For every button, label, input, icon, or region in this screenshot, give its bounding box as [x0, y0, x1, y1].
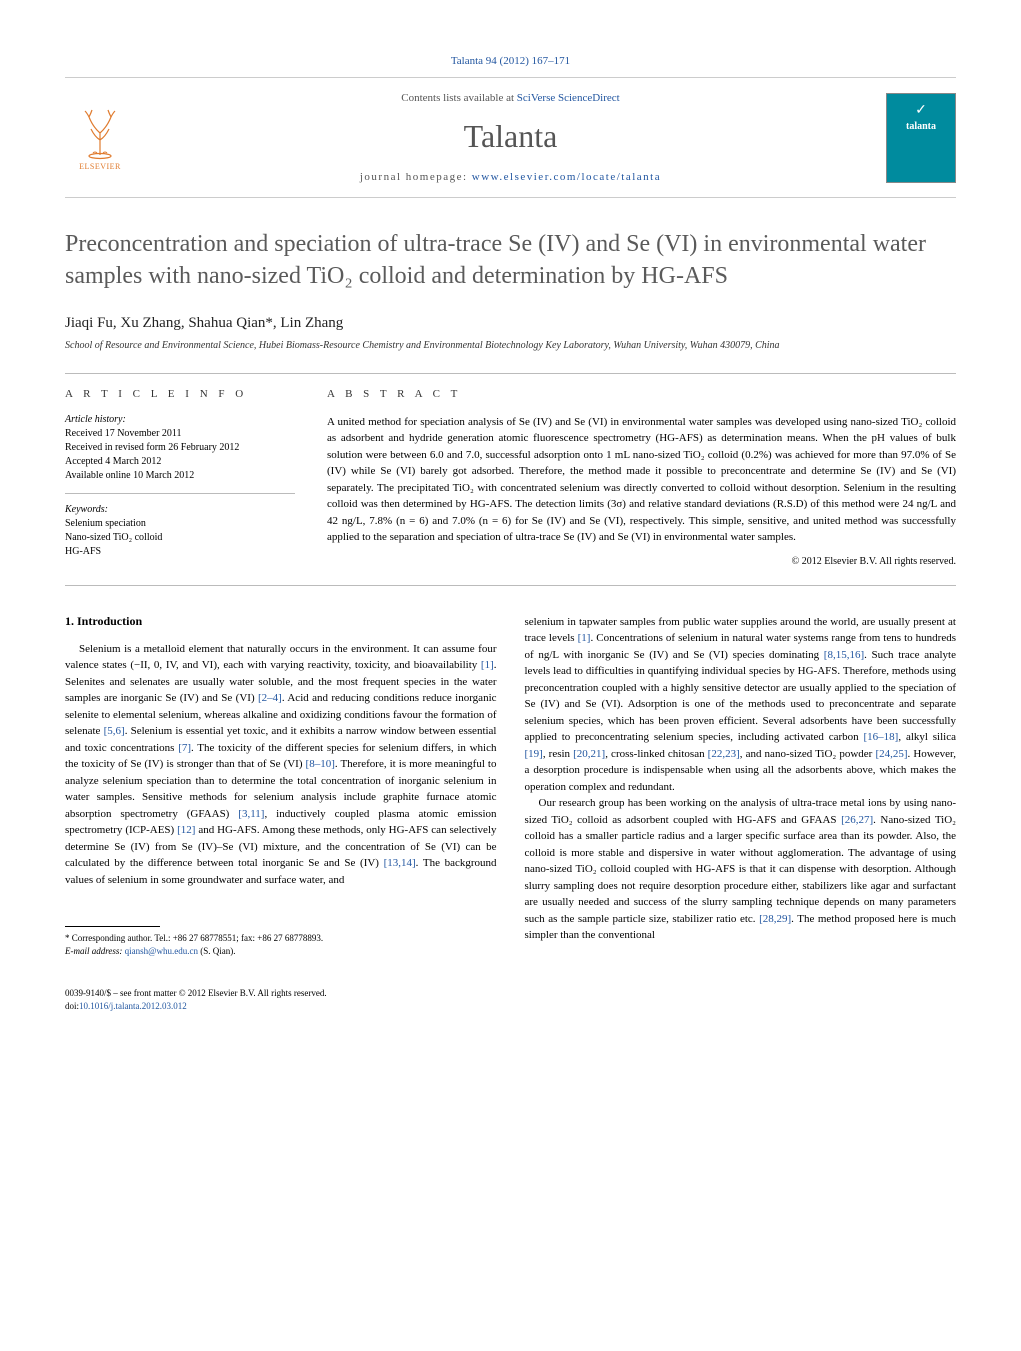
- footer-copyright-line: 0039-9140/$ – see front matter © 2012 El…: [65, 987, 956, 1000]
- elsevier-label: ELSEVIER: [79, 162, 121, 171]
- citation-link[interactable]: [28,29]: [759, 913, 791, 925]
- text-run: , cross-linked chitosan: [605, 748, 707, 760]
- history-label: Article history:: [65, 414, 295, 425]
- info-abstract-section: A R T I C L E I N F O Article history: R…: [65, 373, 956, 586]
- journal-reference: Talanta 94 (2012) 167–171: [65, 55, 956, 67]
- checkmark-icon: ✓: [915, 102, 927, 119]
- history-received: Received 17 November 2011: [65, 427, 295, 441]
- author-affiliation: School of Resource and Environmental Sci…: [65, 340, 956, 351]
- journal-header-center: Contents lists available at SciVerse Sci…: [135, 92, 886, 183]
- footnote-email-line: E-mail address: qiansh@whu.edu.cn (S. Qi…: [65, 945, 497, 958]
- body-columns: 1. Introduction Selenium is a metalloid …: [65, 614, 956, 958]
- keyword-item: Nano-sized TiO₂ colloid: [65, 531, 295, 545]
- abstract-text: A united method for speciation analysis …: [327, 414, 956, 546]
- text-run: , alkyl silica: [898, 731, 956, 743]
- citation-link[interactable]: [1]: [578, 632, 591, 644]
- elsevier-logo: ELSEVIER: [65, 98, 135, 178]
- keywords-block: Keywords: Selenium speciation Nano-sized…: [65, 504, 295, 559]
- history-revised: Received in revised form 26 February 201…: [65, 441, 295, 455]
- homepage-prefix: journal homepage:: [360, 171, 472, 183]
- journal-homepage-link[interactable]: www.elsevier.com/locate/talanta: [472, 171, 661, 183]
- citation-link[interactable]: [8,15,16]: [824, 649, 864, 661]
- cover-title-text: talanta: [906, 121, 936, 132]
- keywords-label: Keywords:: [65, 504, 295, 515]
- journal-header-box: ELSEVIER Contents lists available at Sci…: [65, 77, 956, 198]
- doi-link[interactable]: 10.1016/j.talanta.2012.03.012: [79, 1001, 187, 1011]
- journal-cover-thumbnail: ✓ talanta: [886, 93, 956, 183]
- keyword-item: Selenium speciation: [65, 517, 295, 531]
- abstract-copyright: © 2012 Elsevier B.V. All rights reserved…: [327, 556, 956, 567]
- article-info-column: A R T I C L E I N F O Article history: R…: [65, 388, 295, 567]
- email-suffix: (S. Qian).: [198, 946, 236, 956]
- citation-link[interactable]: [1]: [481, 659, 494, 671]
- page-container: Talanta 94 (2012) 167–171 ELSEVIER Conte…: [0, 0, 1021, 1053]
- footnote-separator: [65, 926, 160, 927]
- text-run: . Such trace analyte levels lead to diff…: [525, 649, 957, 744]
- corresponding-author-footnote: * Corresponding author. Tel.: +86 27 687…: [65, 932, 497, 957]
- citation-link[interactable]: [20,21]: [573, 748, 605, 760]
- citation-link[interactable]: [26,27]: [841, 814, 873, 826]
- elsevier-tree-icon: [75, 105, 125, 160]
- journal-homepage-line: journal homepage: www.elsevier.com/locat…: [135, 171, 886, 183]
- author-list: Jiaqi Fu, Xu Zhang, Shahua Qian*, Lin Zh…: [65, 315, 956, 332]
- doi-label: doi:: [65, 1001, 79, 1011]
- contents-available-line: Contents lists available at SciVerse Sci…: [135, 92, 886, 104]
- history-online: Available online 10 March 2012: [65, 469, 295, 483]
- body-column-right: selenium in tapwater samples from public…: [525, 614, 957, 958]
- citation-link[interactable]: [16–18]: [864, 731, 899, 743]
- corresponding-email-link[interactable]: qiansh@whu.edu.cn: [125, 946, 198, 956]
- citation-link[interactable]: [3,11]: [238, 808, 264, 820]
- page-footer: 0039-9140/$ – see front matter © 2012 El…: [65, 987, 956, 1012]
- citation-link[interactable]: [22,23]: [708, 748, 740, 760]
- citation-link[interactable]: [12]: [177, 824, 195, 836]
- journal-name: Talanta: [135, 118, 886, 155]
- body-column-left: 1. Introduction Selenium is a metalloid …: [65, 614, 497, 958]
- text-run: Selenium is a metalloid element that nat…: [65, 643, 497, 672]
- body-paragraph: selenium in tapwater samples from public…: [525, 614, 957, 796]
- history-accepted: Accepted 4 March 2012: [65, 455, 295, 469]
- citation-link[interactable]: [24,25]: [875, 748, 907, 760]
- citation-link[interactable]: [7]: [178, 742, 191, 754]
- citation-link[interactable]: [13,14]: [384, 857, 416, 869]
- text-run: , resin: [543, 748, 573, 760]
- footnote-corr-line: * Corresponding author. Tel.: +86 27 687…: [65, 932, 497, 945]
- abstract-label: A B S T R A C T: [327, 388, 956, 400]
- sciencedirect-link[interactable]: SciVerse ScienceDirect: [517, 92, 620, 104]
- contents-prefix: Contents lists available at: [401, 92, 516, 104]
- citation-link[interactable]: [2–4]: [258, 692, 282, 704]
- keyword-item: HG-AFS: [65, 545, 295, 559]
- article-history-block: Article history: Received 17 November 20…: [65, 414, 295, 494]
- citation-link[interactable]: [8–10]: [306, 758, 335, 770]
- email-label: E-mail address:: [65, 946, 125, 956]
- citation-link[interactable]: [5,6]: [104, 725, 125, 737]
- article-title: Preconcentration and speciation of ultra…: [65, 228, 956, 293]
- citation-link[interactable]: [19]: [525, 748, 543, 760]
- article-info-label: A R T I C L E I N F O: [65, 388, 295, 400]
- text-run: , and nano-sized TiO₂ powder: [740, 748, 876, 760]
- introduction-heading: 1. Introduction: [65, 614, 497, 629]
- footer-doi-line: doi:10.1016/j.talanta.2012.03.012: [65, 1000, 956, 1013]
- abstract-column: A B S T R A C T A united method for spec…: [327, 388, 956, 567]
- text-run: . Nano-sized TiO₂ colloid has a smaller …: [525, 814, 957, 925]
- intro-paragraph-1: Selenium is a metalloid element that nat…: [65, 641, 497, 889]
- body-paragraph: Our research group has been working on t…: [525, 795, 957, 944]
